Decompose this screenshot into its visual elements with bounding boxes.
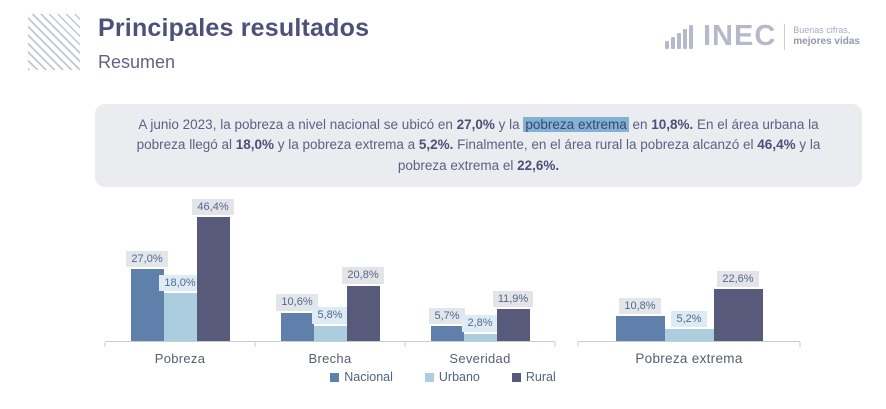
bar-value-label: 20,8% — [342, 267, 384, 284]
bar-nacional-pobreza — [130, 268, 164, 341]
summary-bold-value: 27,0% — [456, 117, 495, 132]
category-label-severidad: Severidad — [449, 351, 511, 366]
bar-value-label: 10,8% — [619, 297, 661, 315]
x-axis-ticks — [104, 342, 556, 347]
inec-logo-text: INEC — [702, 20, 777, 52]
x-axis-category-labels: Pobreza Brecha Severidad — [105, 351, 555, 366]
summary-text: y la — [494, 117, 524, 132]
x-axis-ticks — [577, 342, 801, 347]
summary-text-box: A junio 2023, la pobreza a nivel naciona… — [95, 104, 862, 187]
bar-cell: 22,6% — [713, 270, 763, 341]
bar-rural-brecha — [346, 285, 380, 341]
legend-label: Urbano — [438, 370, 480, 384]
summary-bold-value: 22,6%. — [517, 157, 560, 173]
axis-tick — [554, 342, 556, 347]
legend-swatch-icon — [511, 372, 521, 382]
bar-urbano-brecha — [313, 325, 347, 341]
bar-value-label: 5,7% — [429, 307, 465, 324]
bar-cell: 5,2% — [664, 310, 714, 341]
bar-cell: 2,8% — [462, 315, 498, 341]
plot-area: 10,8% 5,2% 22,6% — [578, 195, 800, 342]
bar-group-pobreza: 27,0% 18,0% 46,4% — [105, 198, 255, 341]
bar-group-brecha: 10,6% 5,8% 20,8% — [255, 267, 405, 341]
logo-tagline-line2: mejores vidas — [793, 35, 860, 47]
summary-text: en — [628, 117, 652, 132]
legend-swatch-icon — [330, 372, 340, 382]
bar-cell: 18,0% — [159, 274, 201, 341]
bar-rural-severidad — [496, 309, 530, 341]
summary-bold-value: 5,2%. — [418, 137, 454, 153]
bar-nacional-brecha — [280, 312, 314, 341]
bar-value-label: 11,9% — [492, 290, 534, 308]
axis-tick — [799, 342, 801, 347]
bar-value-label: 46,4% — [192, 198, 234, 216]
legend-item-nacional: Nacional — [330, 370, 393, 384]
summary-text: y la pobreza extrema a — [274, 137, 419, 153]
logo-tagline: Buenas cifras, mejores vidas — [793, 25, 860, 49]
bar-value-label: 5,8% — [312, 307, 348, 324]
axis-tick — [104, 342, 106, 347]
page-title: Principales resultados — [98, 14, 370, 42]
bar-cell: 5,7% — [429, 307, 465, 341]
category-label-pobreza: Pobreza — [154, 351, 206, 366]
bar-rural-pobreza — [196, 217, 230, 341]
bar-group-pobreza-extrema: 10,8% 5,2% 22,6% — [578, 270, 800, 341]
bar-nacional-severidad — [430, 325, 464, 341]
chart-pobreza-brecha-severidad: 27,0% 18,0% 46,4% 10,6% 5,8% 20,8% 5,7% 2,8% 11,… — [104, 195, 556, 366]
bar-value-label: 5,2% — [671, 310, 707, 327]
category-label-pobreza-extrema: Pobreza extrema — [635, 351, 743, 366]
bar-value-label: 22,6% — [717, 270, 759, 287]
bar-nacional-pobreza-extrema — [615, 316, 665, 341]
legend-item-rural: Rural — [511, 370, 556, 384]
summary-bold-value: 10,8%. — [651, 117, 694, 132]
axis-tick — [404, 342, 406, 347]
bar-chart-icon — [664, 24, 693, 49]
bar-cell: 10,8% — [615, 297, 665, 341]
diagonal-stripes-decoration — [28, 14, 80, 70]
summary-text: A junio 2023, la pobreza a nivel naciona… — [138, 117, 457, 132]
bar-rural-pobreza-extrema — [713, 289, 763, 341]
logo-tagline-line1: Buenas cifras, — [793, 24, 851, 35]
x-axis-category-labels: Pobreza extrema — [578, 351, 800, 366]
bar-value-label: 2,8% — [462, 315, 498, 332]
bar-cell: 46,4% — [192, 198, 234, 341]
bar-cell: 10,6% — [276, 294, 318, 341]
bar-cell: 5,8% — [312, 307, 348, 341]
bar-value-label: 18,0% — [159, 274, 201, 291]
legend-label: Rural — [525, 370, 556, 384]
summary-text: y la pobreza extrema el — [397, 137, 821, 173]
summary-bold-value: 18,0% — [235, 137, 275, 153]
axis-tick — [577, 342, 579, 347]
axis-tick — [254, 342, 256, 347]
legend-item-urbano: Urbano — [424, 370, 480, 384]
legend-swatch-icon — [424, 372, 434, 382]
bar-value-label: 10,6% — [276, 294, 318, 311]
legend-label: Nacional — [344, 370, 393, 384]
bar-urbano-pobreza — [163, 292, 197, 341]
category-label-brecha: Brecha — [308, 351, 352, 366]
plot-area: 27,0% 18,0% 46,4% 10,6% 5,8% 20,8% 5,7% 2,8% 11,… — [105, 195, 555, 342]
bar-cell: 20,8% — [342, 267, 384, 341]
bar-cell: 11,9% — [492, 290, 534, 341]
inec-logo: INEC Buenas cifras, mejores vidas — [664, 20, 860, 52]
logo-divider — [784, 23, 786, 50]
summary-text: Finalmente, en el área rural la pobreza … — [453, 137, 758, 153]
summary-bold-value: 46,4% — [757, 137, 796, 153]
chart-pobreza-extrema: 10,8% 5,2% 22,6% Pobreza extrema — [577, 195, 801, 366]
page-subtitle: Resumen — [98, 52, 176, 72]
summary-text: En el área urbana la pobreza llegó al — [136, 117, 819, 153]
bar-group-severidad: 5,7% 2,8% 11,9% — [405, 290, 555, 341]
summary-highlighted-text: pobreza extrema — [523, 117, 629, 132]
bar-urbano-severidad — [463, 333, 497, 341]
chart-legend: Nacional Urbano Rural — [0, 370, 886, 384]
bar-cell: 27,0% — [126, 250, 168, 341]
bar-value-label: 27,0% — [126, 250, 168, 267]
bar-urbano-pobreza-extrema — [664, 329, 714, 341]
